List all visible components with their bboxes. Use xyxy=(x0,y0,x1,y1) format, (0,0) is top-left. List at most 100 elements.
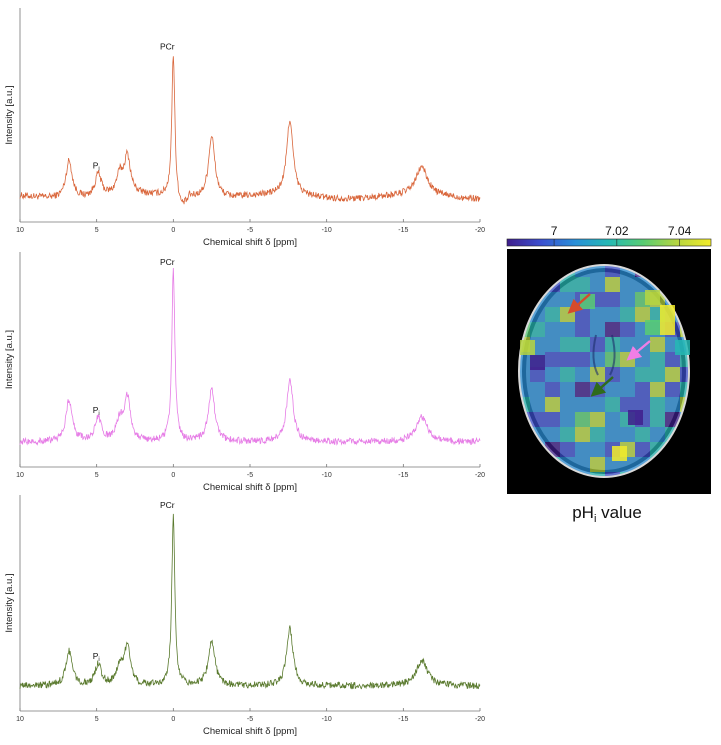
x-tick-label: -10 xyxy=(322,716,332,723)
x-tick-label: -15 xyxy=(398,472,408,479)
map-tile xyxy=(680,367,688,382)
map-tile xyxy=(650,397,665,412)
map-tile xyxy=(560,382,575,397)
pi-peak-label: Pi xyxy=(93,405,100,417)
colorbar-tick-label: 7.04 xyxy=(668,224,692,238)
map-tile xyxy=(620,337,635,352)
x-tick-label: -5 xyxy=(247,472,253,479)
map-tile xyxy=(545,337,560,352)
map-tile xyxy=(590,442,605,457)
pcr-peak-label: PCr xyxy=(160,41,175,51)
map-tile-edge xyxy=(612,446,627,461)
map-tile xyxy=(560,292,575,307)
map-tile xyxy=(605,337,620,352)
map-tile xyxy=(620,427,635,442)
y-axis-label: Intensity [a.u.] xyxy=(4,330,15,389)
spectrum-panel-top: 10 5 0 -5 -10 -15 -20 Chemical shift δ [ppm] Int… xyxy=(4,8,485,248)
map-tile xyxy=(605,292,620,307)
pcr-peak-label: PCr xyxy=(160,500,175,510)
map-tile xyxy=(590,397,605,412)
spectrum-line xyxy=(19,268,481,446)
x-tick-label: -10 xyxy=(322,472,332,479)
map-tile xyxy=(620,266,635,277)
map-tile-edge xyxy=(520,340,535,355)
x-tick-label: 5 xyxy=(95,227,99,234)
map-title-rest: value xyxy=(596,503,641,522)
map-tile xyxy=(650,412,665,427)
colorbar xyxy=(506,238,712,247)
map-tile xyxy=(620,307,635,322)
map-arrow-2 xyxy=(590,376,614,397)
map-tile xyxy=(560,277,575,292)
x-tick-label: -15 xyxy=(398,716,408,723)
x-tick-label: -5 xyxy=(247,716,253,723)
map-tile-edge xyxy=(628,410,643,425)
map-tile xyxy=(620,322,635,337)
map-tile xyxy=(545,352,560,367)
map-tile xyxy=(665,382,680,397)
map-tile xyxy=(635,367,650,382)
x-tick-label: 5 xyxy=(95,472,99,479)
map-tile xyxy=(665,367,680,382)
map-arrow-1 xyxy=(626,340,651,361)
x-tick-label: -10 xyxy=(322,227,332,234)
map-tile xyxy=(665,397,680,412)
map-arrow-0 xyxy=(567,293,591,314)
map-tile xyxy=(650,367,665,382)
x-axis-label: Chemical shift δ [ppm] xyxy=(203,482,297,493)
map-tile xyxy=(605,367,620,382)
map-tile xyxy=(620,292,635,307)
map-tile xyxy=(590,277,605,292)
map-tile xyxy=(635,277,650,292)
map-tile xyxy=(620,382,635,397)
map-tile xyxy=(590,322,605,337)
map-tile xyxy=(575,427,590,442)
ventricles xyxy=(592,334,616,376)
map-tile xyxy=(620,367,635,382)
map-tile xyxy=(575,322,590,337)
map-tile-edge xyxy=(645,320,660,335)
x-tick-label: 0 xyxy=(171,472,175,479)
map-tile xyxy=(605,397,620,412)
map-tile xyxy=(665,352,680,367)
map-tile xyxy=(590,412,605,427)
map-tile xyxy=(650,382,665,397)
map-tile xyxy=(545,382,560,397)
map-tile xyxy=(545,307,560,322)
map-tile xyxy=(520,382,530,397)
map-tile xyxy=(545,322,560,337)
x-tick-label: -20 xyxy=(475,472,485,479)
x-tick-label: -15 xyxy=(398,227,408,234)
x-axis-label: Chemical shift δ [ppm] xyxy=(203,237,297,248)
x-tick-label: 10 xyxy=(16,472,24,479)
map-tile xyxy=(635,427,650,442)
spectrum-line xyxy=(19,513,481,690)
map-tile xyxy=(590,337,605,352)
map-tile xyxy=(560,337,575,352)
pi-subscript: i xyxy=(98,657,99,663)
map-tile xyxy=(520,397,530,412)
pi-peak-label: Pi xyxy=(93,160,100,172)
map-tile xyxy=(545,412,560,427)
map-tile xyxy=(530,412,545,427)
map-tile xyxy=(530,397,545,412)
map-tile xyxy=(545,397,560,412)
map-title-main: pH xyxy=(572,503,594,522)
pi-subscript: i xyxy=(98,411,99,417)
map-tile xyxy=(680,352,688,367)
x-tick-label: -20 xyxy=(475,716,485,723)
map-tile-edge xyxy=(580,294,595,309)
map-tile xyxy=(560,367,575,382)
map-tile-edge xyxy=(660,320,675,335)
map-tile xyxy=(575,266,590,277)
map-tile xyxy=(575,412,590,427)
map-tile xyxy=(605,427,620,442)
map-tile xyxy=(605,472,620,476)
map-tile xyxy=(575,352,590,367)
x-tick-label: 5 xyxy=(95,716,99,723)
map-tile xyxy=(590,266,605,277)
map-tile xyxy=(575,337,590,352)
map-tile xyxy=(530,367,545,382)
